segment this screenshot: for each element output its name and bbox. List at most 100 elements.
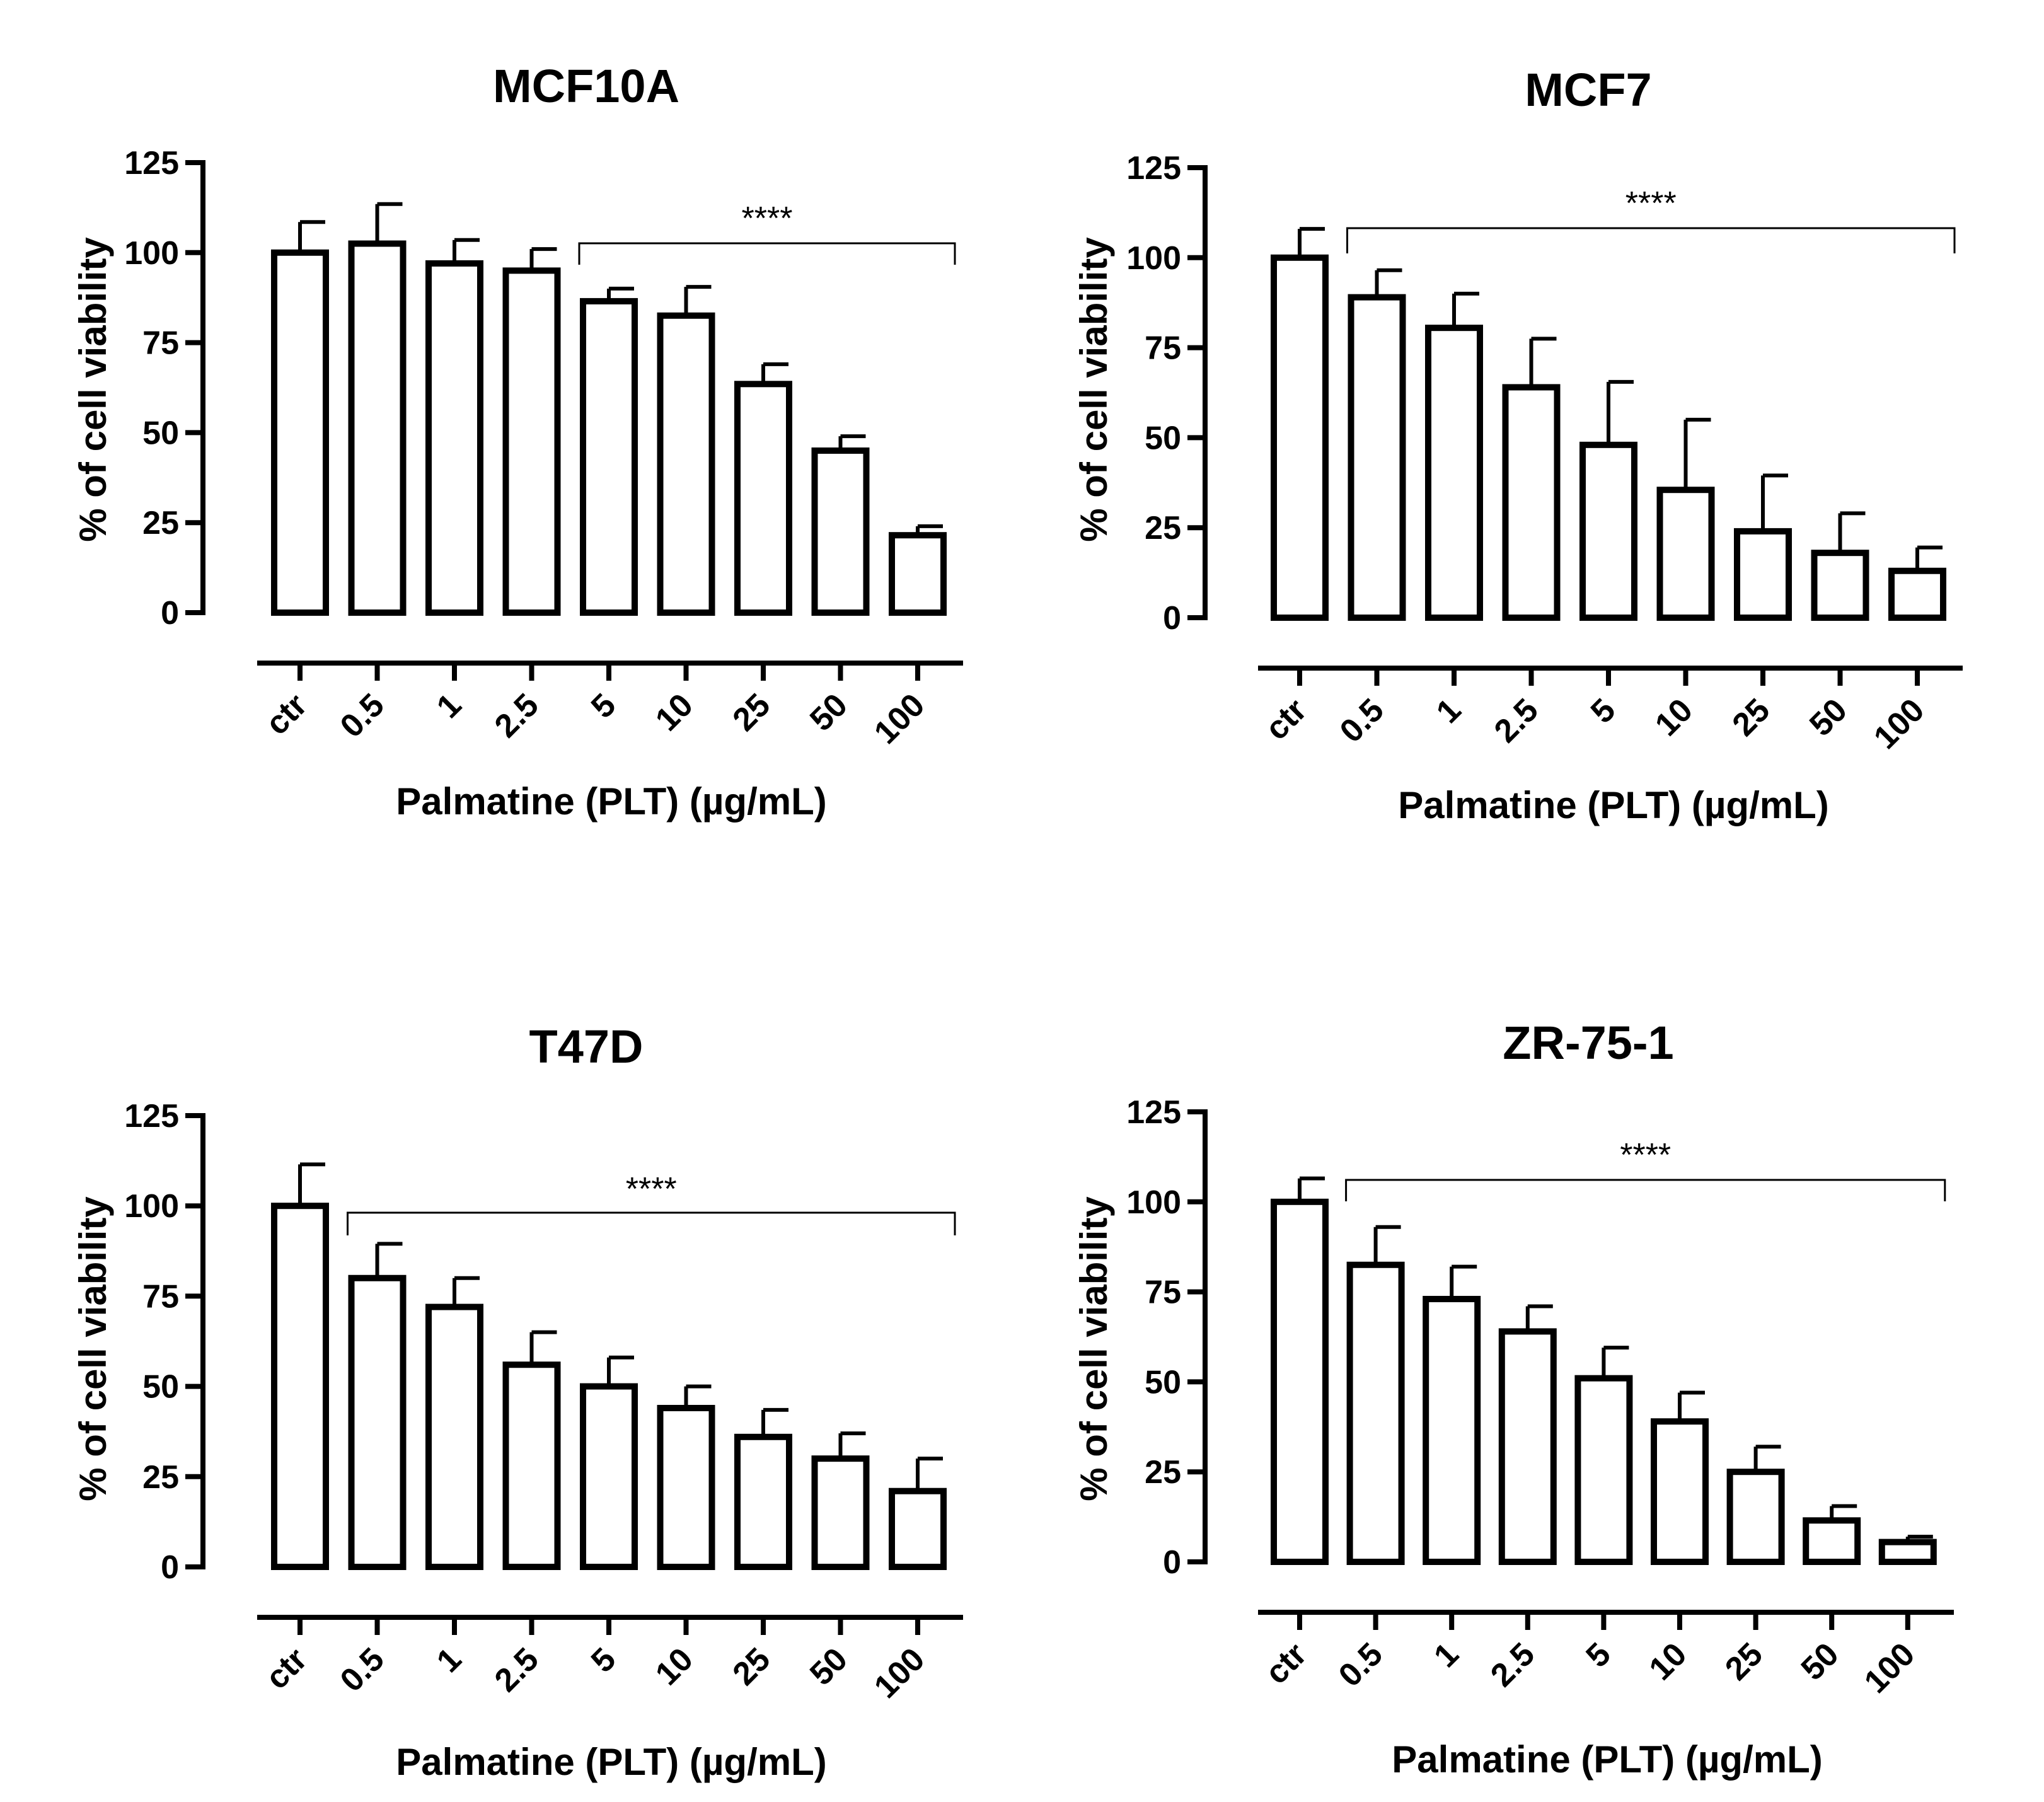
y-tick-label: 125 — [1126, 1094, 1181, 1131]
bar — [1656, 487, 1715, 621]
significance-bracket — [347, 1211, 956, 1235]
bar — [1574, 1375, 1633, 1565]
x-tick-label: 10 — [649, 686, 700, 738]
x-tick-label: 100 — [867, 686, 932, 751]
bar — [889, 1487, 947, 1570]
x-axis-label: Palmatine (PLT) (µg/mL) — [396, 1741, 826, 1783]
y-axis-label: % of cell viability — [72, 237, 114, 542]
y-tick-label: 125 — [124, 1098, 179, 1135]
x-tick-label: ctr — [258, 686, 314, 742]
y-tick-label: 75 — [142, 1278, 179, 1315]
y-tick-label: 25 — [142, 1459, 179, 1496]
bar — [1423, 1296, 1481, 1565]
bar — [1726, 1469, 1785, 1565]
bar — [811, 447, 870, 616]
bar — [1878, 1539, 1937, 1565]
bar — [580, 297, 638, 616]
x-axis-label: Palmatine (PLT) (µg/mL) — [1392, 1738, 1822, 1781]
bar — [657, 1404, 715, 1571]
x-tick-label: 10 — [1648, 691, 1700, 743]
chart-title: T47D — [529, 1020, 644, 1073]
x-tick-label: 0.5 — [333, 1641, 391, 1699]
x-tick-label: 0.5 — [1332, 1636, 1390, 1694]
x-tick-label: 5 — [584, 686, 623, 725]
bar — [734, 381, 792, 616]
bar — [1271, 254, 1329, 621]
x-tick-label: 5 — [584, 1641, 623, 1679]
significance-label: **** — [1625, 185, 1677, 222]
chart-title: MCF7 — [1525, 64, 1651, 116]
bar — [889, 532, 947, 616]
x-tick-label: 50 — [803, 1641, 855, 1692]
bar — [1651, 1418, 1709, 1565]
x-tick-label: ctr — [1258, 691, 1314, 747]
panel-zr-75-1: ZR-75-1 % of cell viability Palmatine (P… — [1073, 1017, 1954, 1781]
bar — [1498, 1328, 1557, 1565]
y-axis-label: % of cell viability — [1073, 237, 1115, 542]
x-tick-label: ctr — [258, 1641, 314, 1696]
y-tick-label: 100 — [1126, 240, 1181, 277]
y-tick-label: 50 — [142, 415, 179, 451]
y-axis-label: % of cell viability — [72, 1196, 114, 1501]
bar — [271, 249, 329, 616]
x-tick-label: 100 — [1867, 691, 1931, 756]
x-tick-label: 10 — [649, 1641, 700, 1692]
x-tick-label: 2.5 — [488, 686, 546, 744]
y-tick-label: 0 — [161, 1549, 179, 1586]
bar — [734, 1433, 792, 1570]
bar — [271, 1203, 329, 1570]
x-axis-label: Palmatine (PLT) (µg/mL) — [396, 780, 826, 823]
bar — [1888, 567, 1946, 621]
significance-label: **** — [626, 1171, 677, 1208]
x-tick-label: 0.5 — [333, 686, 391, 744]
bar — [657, 312, 715, 616]
bar — [502, 1361, 561, 1570]
y-tick-label: 100 — [1126, 1184, 1181, 1221]
bar — [1803, 1517, 1861, 1566]
bar — [1734, 528, 1792, 621]
x-tick-label: 1 — [1427, 1636, 1465, 1674]
y-tick-label: 0 — [1163, 600, 1181, 637]
x-tick-label: 25 — [1718, 1636, 1770, 1687]
bar — [348, 1274, 407, 1570]
y-tick-label: 0 — [1163, 1544, 1181, 1581]
bar — [1271, 1198, 1329, 1566]
significance-label: **** — [1620, 1137, 1671, 1174]
x-tick-label: 1 — [430, 1641, 468, 1679]
panel-mcf7: MCF7 % of cell viability Palmatine (PLT)… — [1073, 64, 1963, 826]
y-tick-label: 125 — [124, 145, 179, 182]
significance-label: **** — [742, 200, 793, 237]
x-tick-label: 2.5 — [1484, 1636, 1542, 1694]
x-axis-label: Palmatine (PLT) (µg/mL) — [1398, 784, 1828, 826]
bar — [811, 1455, 870, 1570]
bar — [1348, 294, 1406, 621]
x-tick-label: 25 — [1726, 691, 1777, 743]
x-tick-label: ctr — [1258, 1636, 1314, 1691]
x-tick-label: 10 — [1643, 1636, 1694, 1687]
x-tick-label: 100 — [867, 1641, 932, 1705]
y-tick-label: 75 — [1145, 330, 1181, 367]
panel-mcf10a: MCF10A % of cell viability Palmatine (PL… — [72, 60, 963, 823]
x-tick-label: 100 — [1857, 1636, 1922, 1700]
y-tick-label: 25 — [142, 505, 179, 541]
x-tick-label: 25 — [726, 1641, 778, 1692]
significance-bracket — [1346, 227, 1956, 253]
x-tick-label: 50 — [1794, 1636, 1846, 1687]
x-tick-label: 2.5 — [488, 1641, 546, 1699]
x-tick-label: 50 — [1803, 691, 1854, 743]
bar — [1811, 550, 1869, 621]
y-tick-label: 50 — [142, 1369, 179, 1406]
bar — [1502, 384, 1561, 621]
x-tick-label: 0.5 — [1333, 691, 1391, 749]
bar — [580, 1383, 638, 1571]
y-tick-label: 0 — [161, 595, 179, 632]
y-tick-label: 25 — [1145, 510, 1181, 546]
bar — [1579, 441, 1637, 621]
panel-t47d: T47D % of cell viability Palmatine (PLT)… — [72, 1020, 963, 1783]
y-tick-label: 50 — [1145, 420, 1181, 456]
bar — [1425, 325, 1483, 621]
